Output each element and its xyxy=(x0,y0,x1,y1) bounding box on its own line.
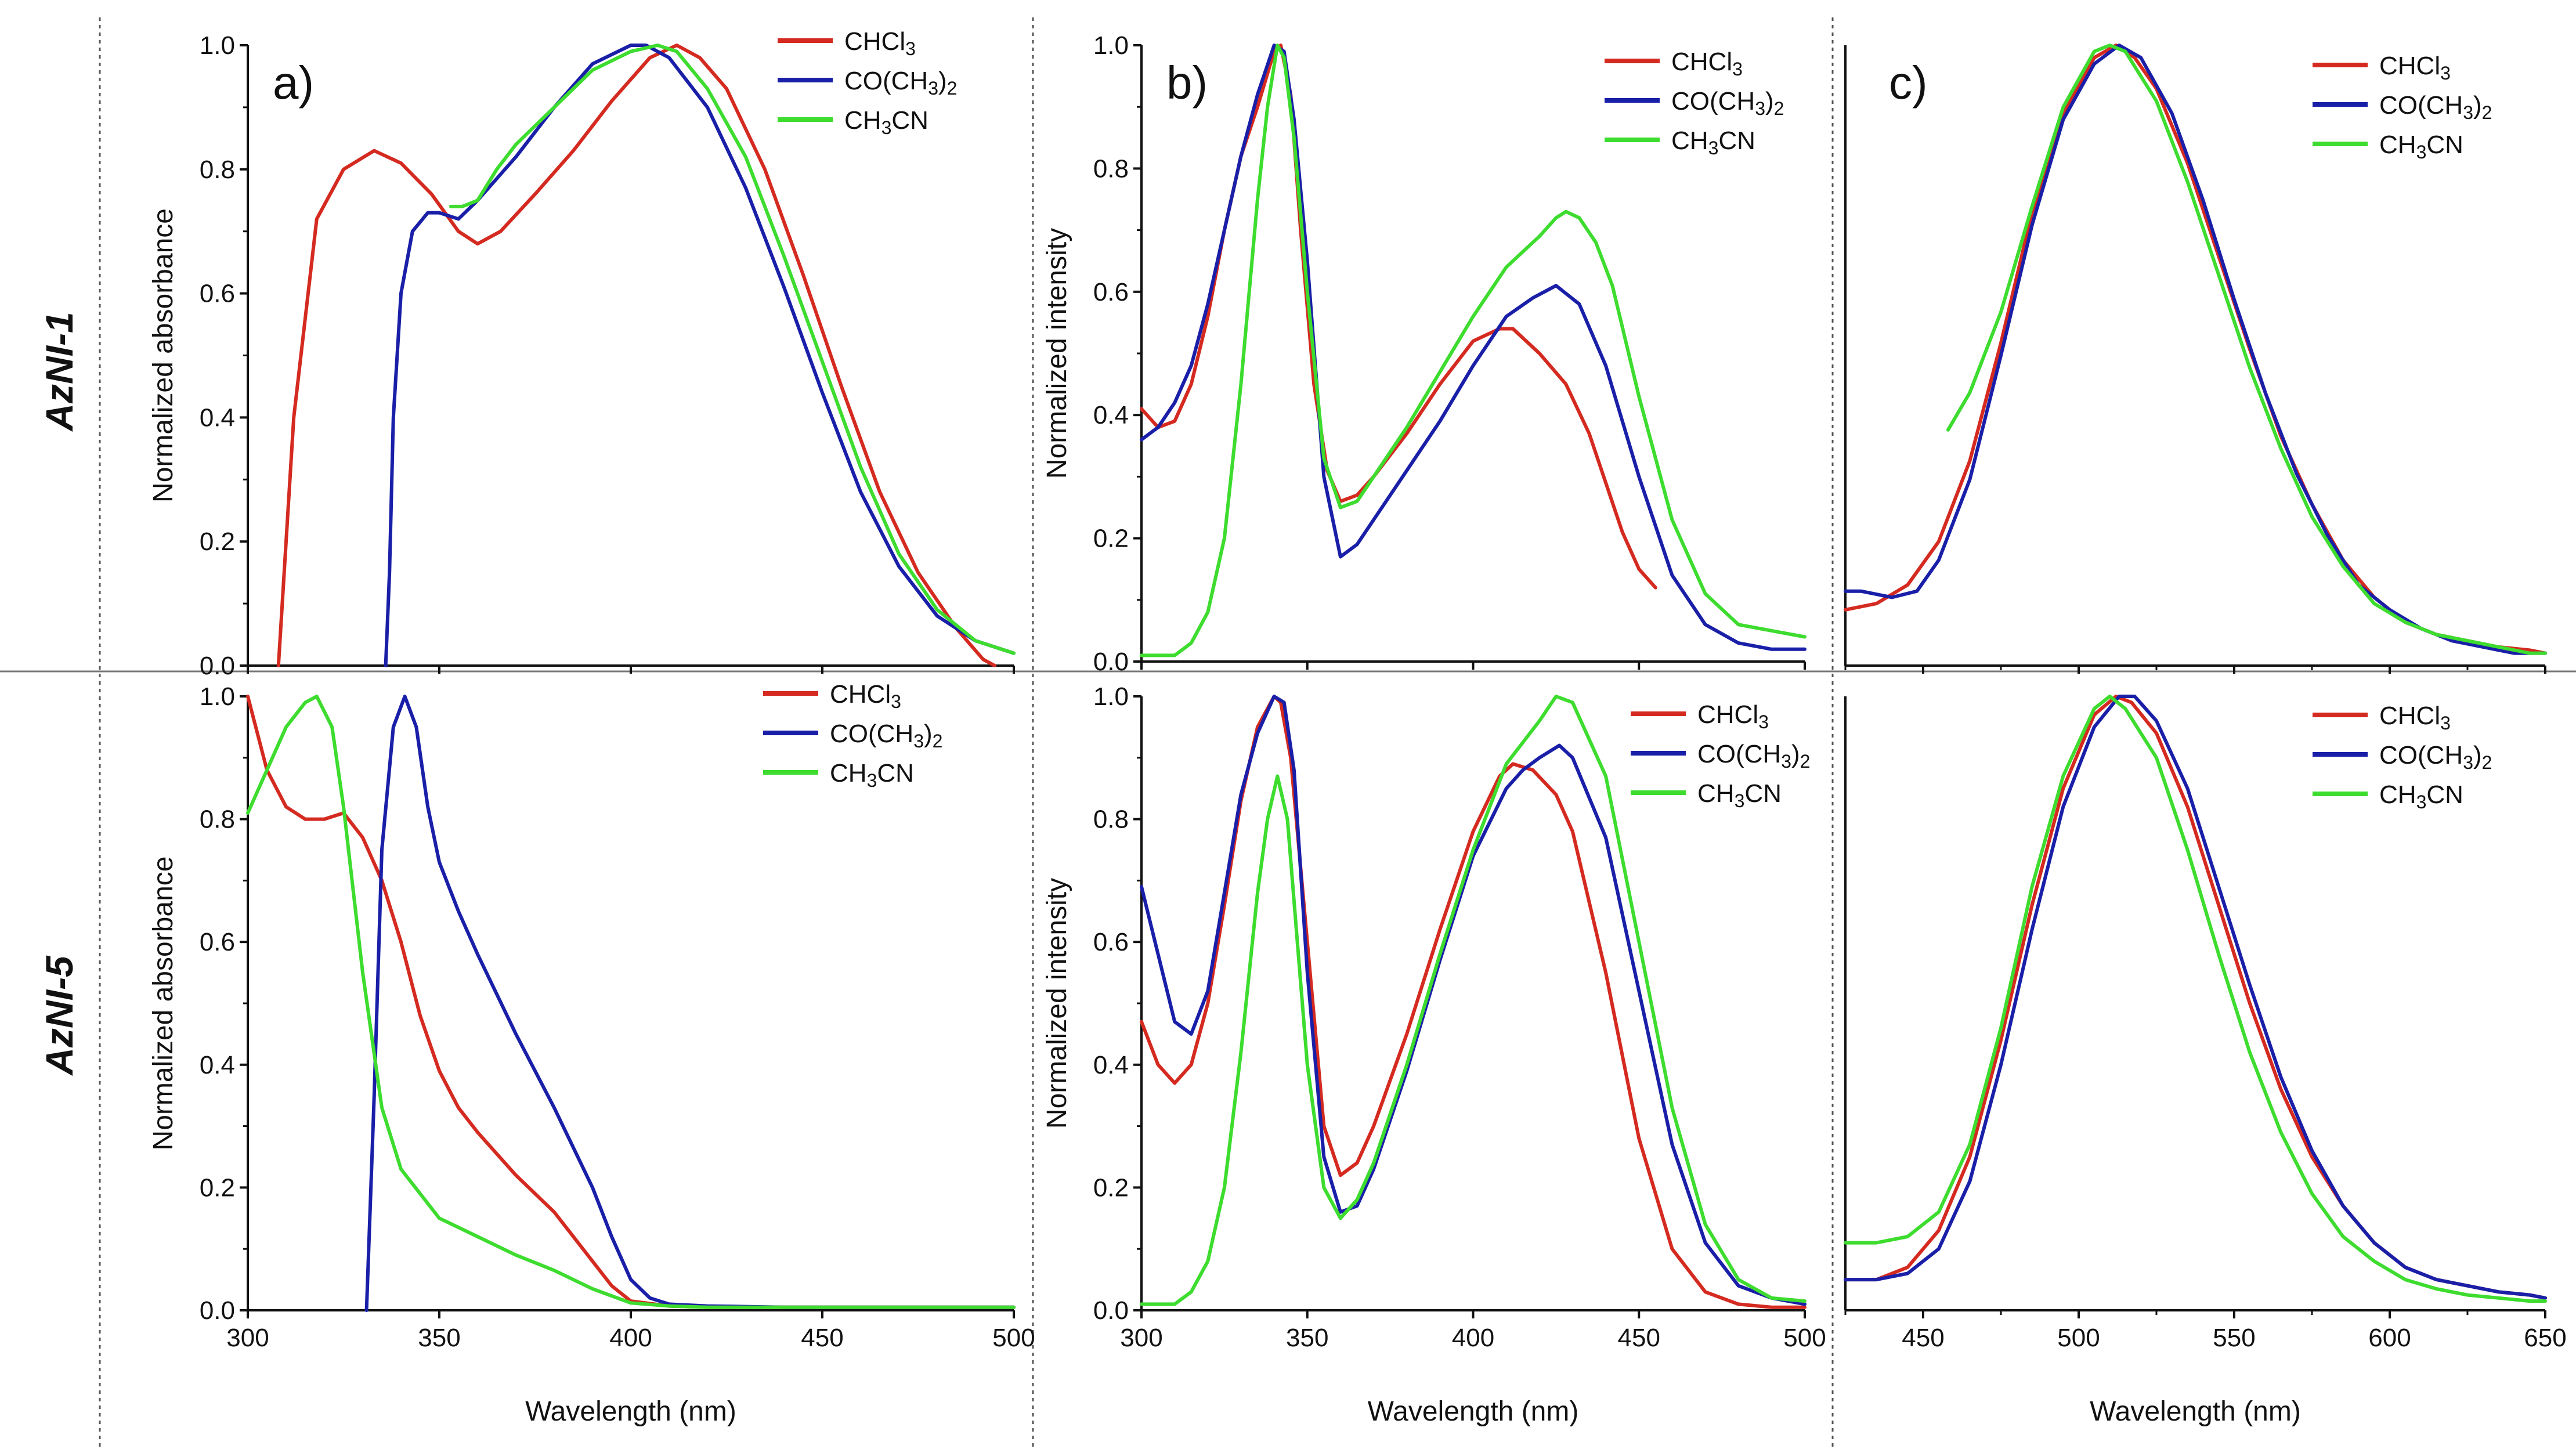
x-tick-label: 500 xyxy=(992,1324,1035,1352)
y-tick-label: 0.2 xyxy=(1093,1173,1129,1202)
x-axis-label: Wavelength (nm) xyxy=(2090,1396,2301,1427)
legend-label: CO(CH3)2 xyxy=(1697,740,1810,772)
x-tick-label: 550 xyxy=(2213,1324,2255,1352)
series-line-CO(CH3)2 xyxy=(364,695,1016,1312)
y-tick-label: 0.0 xyxy=(200,1296,235,1325)
legend-label: CHCl3 xyxy=(830,680,901,712)
legend-label: CO(CH3)2 xyxy=(830,720,942,751)
series-line-CH3CN xyxy=(1140,695,1807,1306)
panel-label: a) xyxy=(273,57,314,109)
series-line-CH3CN xyxy=(1140,44,1807,657)
legend: CHCl3 CO(CH3)2 CH3CN xyxy=(1631,700,1810,811)
series-line-CHCl3 xyxy=(246,695,1016,1309)
y-tick-label: 0.4 xyxy=(1093,1051,1129,1079)
x-tick-label: 500 xyxy=(1783,1324,1826,1352)
x-tick-label: 450 xyxy=(1902,1324,1944,1352)
legend-label: CH3CN xyxy=(2379,131,2463,162)
y-tick-label: 0.6 xyxy=(200,928,235,956)
legend-label: CO(CH3)2 xyxy=(1671,87,1784,119)
y-tick-label: 0.0 xyxy=(1093,1296,1129,1325)
legend-label: CH3CN xyxy=(1671,127,1755,158)
chart-panel-c5: 450 500 550 600 650 Wavelength (nm) CHCl3 CO(CH… xyxy=(1844,695,2567,1427)
legend-label: CHCl3 xyxy=(1671,48,1743,80)
legend-label: CHCl3 xyxy=(2379,702,2451,733)
chart-panel-c1: c) CHCl3 CO(CH3)2 CH3CN xyxy=(1844,44,2547,674)
y-tick-label: 0.6 xyxy=(1093,278,1129,306)
y-tick-label: 0.8 xyxy=(200,156,235,184)
legend-label: CHCl3 xyxy=(1697,700,1769,732)
chart-panel-b1: 0.0 0.2 0.4 0.6 0.8 1.0 Normalized intensity b)… xyxy=(1042,31,1807,676)
y-tick-label: 0.8 xyxy=(200,805,235,834)
y-tick-label: 0.4 xyxy=(200,1051,235,1079)
x-tick-label: 350 xyxy=(1286,1324,1328,1352)
series-line-CHCl3 xyxy=(276,44,996,667)
y-tick-label: 0.2 xyxy=(200,527,235,556)
y-tick-label: 0.6 xyxy=(200,280,235,308)
panel-label: c) xyxy=(1889,57,1928,109)
series-line-CO(CH3)2 xyxy=(1140,695,1807,1306)
series-line-CH3CN xyxy=(1946,44,2547,655)
series-line-CH3CN xyxy=(1844,695,2547,1303)
y-tick-label: 1.0 xyxy=(1093,31,1129,60)
y-tick-label: 0.0 xyxy=(200,652,235,680)
series-line-CH3CN xyxy=(246,695,1016,1309)
series-line-CO(CH3)2 xyxy=(1140,44,1807,651)
legend-label: CH3CN xyxy=(1697,779,1782,811)
x-tick-label: 450 xyxy=(801,1324,843,1352)
series-line-CHCl3 xyxy=(1140,695,1807,1309)
legend: CHCl3 CO(CH3)2 CH3CN xyxy=(2313,702,2492,812)
y-tick-label: 0.2 xyxy=(1093,525,1129,553)
y-tick-label: 0.0 xyxy=(1093,648,1129,676)
x-axis-label: Wavelength (nm) xyxy=(525,1396,736,1427)
x-tick-label: 600 xyxy=(2368,1324,2411,1352)
x-tick-label: 650 xyxy=(2524,1324,2566,1352)
legend: CHCl3 CO(CH3)2 CH3CN xyxy=(1605,48,1784,158)
row-label-aznI-5: AzNI-5 xyxy=(38,955,81,1076)
x-tick-label: 500 xyxy=(2057,1324,2100,1352)
x-axis-label: Wavelength (nm) xyxy=(1368,1396,1579,1427)
chart-panel-a1: 0.0 0.2 0.4 0.6 0.8 1.0 Normalized absorbance a… xyxy=(148,27,1016,680)
panel-label: b) xyxy=(1166,57,1208,109)
y-axis-label: Normalized intensity xyxy=(1042,878,1072,1129)
legend-label: CH3CN xyxy=(844,106,928,138)
legend-label: CH3CN xyxy=(830,759,914,791)
y-tick-label: 0.8 xyxy=(1093,154,1129,183)
legend-label: CO(CH3)2 xyxy=(844,67,957,99)
x-tick-label: 350 xyxy=(418,1324,460,1352)
legend: CHCl3 CO(CH3)2 CH3CN xyxy=(763,680,942,791)
chart-panel-b5: 0.0 0.2 0.4 0.6 0.8 1.0 300 350 400 450 500 Wavelen… xyxy=(1042,682,1826,1427)
y-tick-label: 0.6 xyxy=(1093,928,1129,956)
x-tick-label: 450 xyxy=(1618,1324,1660,1352)
legend: CHCl3 CO(CH3)2 CH3CN xyxy=(2313,52,2492,162)
x-tick-label: 400 xyxy=(1452,1324,1494,1352)
y-axis-label: Normalized intensity xyxy=(1042,228,1072,479)
legend-label: CH3CN xyxy=(2379,780,2463,812)
y-tick-label: 0.8 xyxy=(1093,805,1129,834)
x-tick-label: 300 xyxy=(1120,1324,1162,1352)
series-line-CO(CH3)2 xyxy=(384,44,1016,667)
legend-label: CHCl3 xyxy=(844,27,916,59)
y-axis-label: Normalized absorbance xyxy=(148,857,179,1151)
y-tick-label: 0.2 xyxy=(200,1173,235,1202)
y-tick-label: 0.4 xyxy=(1093,401,1129,429)
legend-label: CO(CH3)2 xyxy=(2379,741,2492,773)
x-tick-label: 400 xyxy=(609,1324,652,1352)
legend: CHCl3 CO(CH3)2 CH3CN xyxy=(778,27,957,138)
legend-label: CHCl3 xyxy=(2379,52,2451,84)
series-line-CH3CN xyxy=(449,44,1016,655)
y-tick-label: 1.0 xyxy=(1093,682,1129,711)
chart-panel-a5: 0.0 0.2 0.4 0.6 0.8 1.0 300 350 400 450 500 Wavelen… xyxy=(148,680,1035,1427)
row-label-aznI-1: AzNI-1 xyxy=(38,312,81,432)
series-line-CHCl3 xyxy=(1140,44,1657,590)
x-tick-label: 300 xyxy=(226,1324,269,1352)
series-line-CO(CH3)2 xyxy=(1844,695,2547,1300)
y-tick-label: 1.0 xyxy=(200,682,235,711)
y-tick-label: 1.0 xyxy=(200,31,235,60)
y-axis-label: Normalized absorbance xyxy=(148,208,179,503)
legend-label: CO(CH3)2 xyxy=(2379,91,2492,123)
y-tick-label: 0.4 xyxy=(200,403,235,432)
